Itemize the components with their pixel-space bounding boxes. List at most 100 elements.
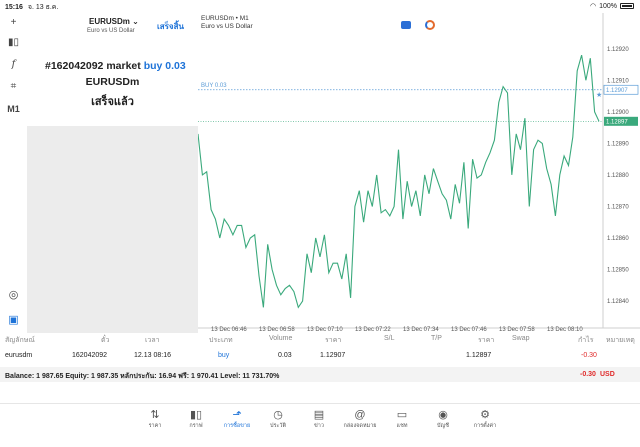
nav-trade[interactable]: ⬏ การซื้อขาย [217, 408, 257, 430]
buy-level-label: BUY 0.03 [201, 83, 227, 89]
chat-icon: ▭ [396, 409, 408, 421]
chevron-down-icon: ⌄ [132, 17, 139, 26]
x-tick-label: 13 Dec 07:58 [499, 327, 535, 333]
chart-icon: ▮▯ [189, 409, 203, 421]
price-series-line [198, 54, 600, 309]
nav-chart[interactable]: ▮▯ กราฟ [176, 408, 216, 430]
row-profit: -0.30 [581, 352, 597, 359]
nav-chat[interactable]: ▭ แชท [382, 408, 422, 430]
x-tick-label: 13 Dec 06:46 [211, 327, 247, 333]
balance-text: Balance: 1 987.65 Equity: 1 987.35 หลักป… [5, 373, 280, 380]
indicators-icon[interactable]: ▮▯ [7, 37, 19, 48]
current-price-tag-box [604, 116, 638, 126]
nav-label: ข่าว [314, 423, 324, 429]
nav-account[interactable]: ◉ บัญชี [423, 408, 463, 430]
x-tick-label: 13 Dec 07:10 [307, 327, 343, 333]
y-tick-label: 1.12870 [607, 204, 629, 210]
nav-label: การตั้งค่า [473, 423, 497, 429]
header-price: ราคา [325, 337, 342, 344]
chart-area[interactable]: EURUSDm • M1 Euro vs US Dollar 1.12920 1.… [198, 13, 640, 333]
wifi-icon: ◠ [589, 3, 597, 10]
y-tick-label: 1.12920 [607, 47, 629, 53]
order-type: market [106, 60, 141, 72]
header-tp: T/P [431, 335, 442, 342]
order-panel: EURUSDm ⌄ Euro vs US Dollar เสร็จสิ้น #1… [27, 13, 198, 126]
header-symbol: สัญลักษณ์ [5, 337, 35, 344]
battery-icon [620, 3, 634, 9]
header-volume: Volume [269, 335, 293, 342]
account-icon: ◉ [438, 409, 448, 421]
buy-price-tag-box [603, 84, 639, 95]
header-profit: กำไร [578, 337, 594, 344]
trade-icon: ⬏ [232, 409, 242, 421]
settings-icon: ⚙ [480, 409, 490, 421]
symbol-selector[interactable]: EURUSDm ⌄ [89, 17, 139, 26]
trade-levels-icon[interactable] [425, 20, 435, 30]
one-click-trading-icon[interactable] [401, 21, 411, 29]
row-symbol: eurusdm [5, 352, 33, 359]
nav-news[interactable]: ▤ ข่าว [299, 408, 339, 430]
y-tick-label: 1.12890 [607, 141, 629, 147]
order-panel-empty-area [27, 126, 198, 333]
quotes-icon: ⇅ [150, 409, 160, 421]
y-tick-label: 1.12840 [607, 299, 629, 305]
history-icon: ◷ [273, 409, 283, 421]
x-tick-label: 13 Dec 07:22 [355, 327, 391, 333]
header-ticket: ตั๋ว [101, 337, 110, 344]
row-type: buy [218, 352, 230, 359]
x-tick-label: 13 Dec 06:58 [259, 327, 295, 333]
objects-icon[interactable]: ⌗ [10, 81, 17, 92]
order-side: buy 0.03 [143, 60, 186, 72]
chart-description: Euro vs US Dollar [201, 23, 253, 30]
x-tick-label: 13 Dec 07:46 [451, 327, 487, 333]
symbol-name: EURUSDm [89, 17, 130, 26]
bottom-navigation: ⇅ ราคา ▮▯ กราฟ ⬏ การซื้อขาย ◷ ประวัติ ▤ ข่าว … [0, 403, 640, 447]
crosshair-icon[interactable]: + [10, 17, 17, 28]
nav-quotes[interactable]: ⇅ ราคา [135, 408, 175, 430]
timeframe-button[interactable]: M1 [7, 104, 20, 114]
nav-mailbox[interactable]: @ กล่องจดหมาย [340, 408, 380, 430]
x-tick-label: 13 Dec 07:34 [403, 327, 439, 333]
zoom-icon[interactable]: ◎ [8, 289, 19, 301]
layout-icon[interactable]: ▣ [8, 314, 19, 326]
row-volume: 0.03 [278, 352, 292, 359]
status-time: 15:16 [5, 4, 23, 11]
row-current-price: 1.12897 [466, 352, 492, 359]
y-tick-label: 1.12860 [607, 236, 629, 242]
row-open-price: 1.12907 [320, 352, 346, 359]
nav-label: ประวัติ [269, 423, 287, 429]
order-status: เสร็จแล้ว [91, 96, 134, 108]
header-comment: หมายเหตุ [606, 337, 635, 344]
y-tick-label: 1.12850 [607, 268, 629, 274]
buy-marker-icon: ★ [596, 91, 602, 99]
nav-label: ราคา [148, 423, 162, 429]
header-swap: Swap [512, 335, 530, 342]
x-tick-label: 13 Dec 08:10 [547, 327, 583, 333]
order-id: #162042092 [45, 60, 104, 72]
row-ticket: 162042092 [72, 352, 108, 359]
battery-percent: 100% [599, 2, 617, 10]
balance-total: -0.30 [580, 371, 596, 378]
table-row[interactable]: eurusdm 162042092 12.13 08:16 buy 0.03 1… [0, 352, 640, 366]
nav-label: บัญชี [437, 423, 449, 429]
news-icon: ▤ [313, 409, 325, 421]
mailbox-icon: @ [354, 409, 366, 421]
price-chart: 1.12920 1.12910 1.12900 1.12890 1.12880 1.128… [198, 13, 640, 333]
nav-label: การซื้อขาย [223, 423, 251, 429]
nav-label: แชท [396, 423, 408, 429]
current-price-tag: 1.12897 [606, 119, 628, 125]
nav-history[interactable]: ◷ ประวัติ [258, 408, 298, 430]
left-toolbar: + ▮▯ f ⌗ M1 ◎ ▣ [0, 13, 27, 333]
buy-price-tag: 1.12907 [606, 88, 628, 94]
y-tick-label: 1.12880 [607, 173, 629, 179]
function-icon[interactable]: f [11, 59, 16, 70]
nav-settings[interactable]: ⚙ การตั้งค่า [465, 408, 505, 430]
y-tick-label: 1.12900 [607, 110, 629, 116]
chart-symbol-line: EURUSDm • M1 [201, 15, 249, 22]
status-time-date: 15:16 จ. 13 ธ.ค. [5, 2, 58, 13]
done-button[interactable]: เสร็จสิ้น [157, 22, 184, 31]
header-type: ประเภท [209, 337, 233, 344]
status-bar: 15:16 จ. 13 ธ.ค. ◠ 100% [0, 0, 640, 13]
balance-row: Balance: 1 987.65 Equity: 1 987.35 หลักป… [0, 367, 640, 382]
header-time: เวลา [145, 337, 160, 344]
